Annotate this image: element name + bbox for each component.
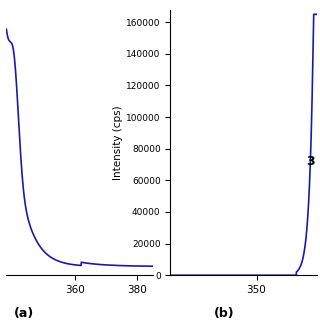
- Text: (b): (b): [214, 307, 235, 320]
- Y-axis label: Intensity (cps): Intensity (cps): [113, 105, 124, 180]
- Text: 3: 3: [306, 155, 315, 168]
- Text: (a): (a): [14, 307, 34, 320]
